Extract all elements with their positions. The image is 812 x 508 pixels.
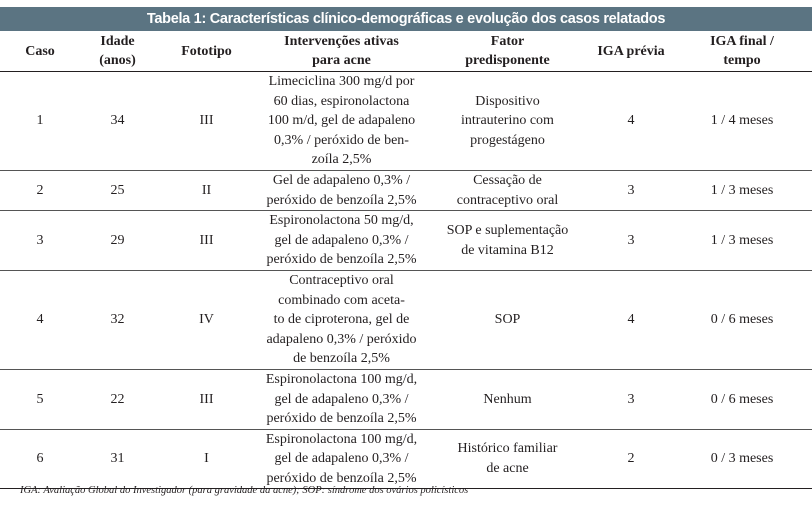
cell-fototipo: III bbox=[155, 71, 258, 171]
table-row: 4 32 IV Contraceptivo oral combinado com ac… bbox=[0, 270, 812, 370]
cell-caso: 3 bbox=[0, 210, 80, 271]
header-fator: Fator predisponente bbox=[425, 31, 590, 72]
cell-idade: 22 bbox=[80, 369, 155, 430]
footnote: IGA: Avaliação Global do Investigador (p… bbox=[20, 485, 469, 496]
cell-fototipo: IV bbox=[155, 270, 258, 370]
header-fototipo: Fototipo bbox=[155, 31, 258, 72]
cell-caso: 1 bbox=[0, 71, 80, 171]
cell-iga-final: 1 / 3 meses bbox=[672, 210, 812, 271]
header-iga-final: IGA final / tempo bbox=[672, 31, 812, 72]
cell-caso: 2 bbox=[0, 170, 80, 212]
table-row: 2 25 II Gel de adapaleno 0,3% / peróxido de… bbox=[0, 170, 812, 212]
cell-intervencoes: Limeciclina 300 mg/d por 60 dias, espiro… bbox=[258, 71, 425, 171]
cell-intervencoes: Gel de adapaleno 0,3% / peróxido de benz… bbox=[258, 170, 425, 212]
cell-iga-final: 0 / 6 meses bbox=[672, 270, 812, 370]
cell-fator: Nenhum bbox=[425, 369, 590, 430]
cell-fototipo: I bbox=[155, 429, 258, 490]
cell-iga-final: 0 / 3 meses bbox=[672, 429, 812, 490]
cell-iga-final: 0 / 6 meses bbox=[672, 369, 812, 430]
header-caso: Caso bbox=[0, 31, 80, 72]
cell-caso: 4 bbox=[0, 270, 80, 370]
table-title: Tabela 1: Características clínico-demogr… bbox=[0, 7, 812, 31]
cell-fator: Cessação de contraceptivo oral bbox=[425, 170, 590, 212]
cell-idade: 29 bbox=[80, 210, 155, 271]
cell-iga-final: 1 / 3 meses bbox=[672, 170, 812, 212]
header-row: Caso Idade (anos) Fototipo Intervenções … bbox=[0, 31, 812, 72]
header-intervencoes: Intervenções ativas para acne bbox=[258, 31, 425, 72]
header-idade: Idade (anos) bbox=[80, 31, 155, 72]
cell-idade: 31 bbox=[80, 429, 155, 490]
table-row: 6 31 I Espironolactona 100 mg/d, gel de ada… bbox=[0, 429, 812, 490]
cell-fototipo: III bbox=[155, 369, 258, 430]
cell-fator: SOP e suplementação de vitamina B12 bbox=[425, 210, 590, 271]
cell-iga-previa: 4 bbox=[590, 270, 672, 370]
cell-idade: 32 bbox=[80, 270, 155, 370]
table-row: 1 34 III Limeciclina 300 mg/d por 60 dias, … bbox=[0, 71, 812, 171]
table-row: 3 29 III Espironolactona 50 mg/d, gel de ad… bbox=[0, 210, 812, 271]
case-table: Caso Idade (anos) Fototipo Intervenções … bbox=[0, 31, 812, 490]
cell-fototipo: II bbox=[155, 170, 258, 212]
cell-caso: 5 bbox=[0, 369, 80, 430]
cell-fototipo: III bbox=[155, 210, 258, 271]
cell-intervencoes: Espironolactona 100 mg/d, gel de adapale… bbox=[258, 369, 425, 430]
cell-intervencoes: Espironolactona 100 mg/d, gel de adapale… bbox=[258, 429, 425, 490]
cell-idade: 34 bbox=[80, 71, 155, 171]
cell-intervencoes: Contraceptivo oral combinado com aceta- … bbox=[258, 270, 425, 370]
cell-fator: Dispositivo intrauterino com progestágen… bbox=[425, 71, 590, 171]
cell-intervencoes: Espironolactona 50 mg/d, gel de adapalen… bbox=[258, 210, 425, 271]
cell-fator: SOP bbox=[425, 270, 590, 370]
cell-iga-final: 1 / 4 meses bbox=[672, 71, 812, 171]
cell-iga-previa: 3 bbox=[590, 210, 672, 271]
cell-iga-previa: 3 bbox=[590, 170, 672, 212]
cell-iga-previa: 3 bbox=[590, 369, 672, 430]
cell-idade: 25 bbox=[80, 170, 155, 212]
table-row: 5 22 III Espironolactona 100 mg/d, gel de a… bbox=[0, 369, 812, 430]
header-iga-previa: IGA prévia bbox=[590, 31, 672, 72]
cell-fator: Histórico familiar de acne bbox=[425, 429, 590, 490]
cell-iga-previa: 2 bbox=[590, 429, 672, 490]
cell-caso: 6 bbox=[0, 429, 80, 490]
cell-iga-previa: 4 bbox=[590, 71, 672, 171]
